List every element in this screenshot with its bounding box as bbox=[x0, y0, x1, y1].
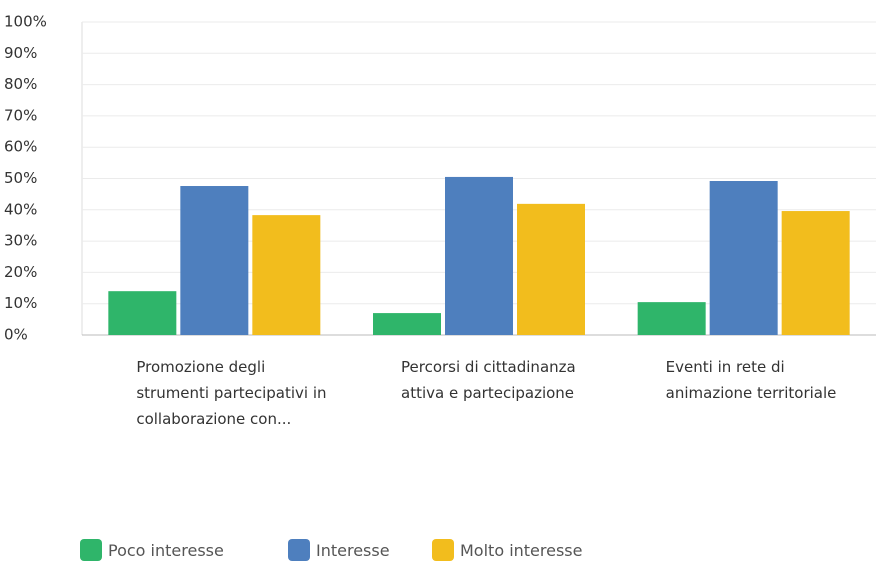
legend-swatch bbox=[432, 539, 454, 561]
bar bbox=[373, 313, 441, 335]
bar bbox=[709, 181, 778, 335]
legend-swatch bbox=[80, 539, 102, 561]
bar bbox=[517, 203, 585, 335]
x-tick-label: Promozione degli strumenti partecipativi… bbox=[136, 358, 327, 428]
y-tick-label: 0% bbox=[4, 326, 28, 344]
bar bbox=[637, 302, 706, 335]
legend-item: Interesse bbox=[288, 538, 390, 562]
legend-label: Molto interesse bbox=[460, 540, 583, 560]
y-tick-label: 90% bbox=[4, 44, 37, 62]
bar bbox=[781, 211, 850, 335]
y-tick-label: 80% bbox=[4, 75, 37, 93]
y-tick-label: 100% bbox=[4, 13, 47, 31]
legend-swatch bbox=[288, 539, 310, 561]
bar bbox=[108, 291, 177, 335]
x-tick-label: Eventi in rete di animazione territorial… bbox=[665, 358, 837, 402]
x-tick-label: Percorsi di cittadinanza attiva e partec… bbox=[401, 358, 576, 402]
bar bbox=[252, 215, 321, 335]
y-tick-label: 70% bbox=[4, 106, 37, 124]
y-tick-label: 30% bbox=[4, 232, 37, 250]
legend-item: Molto interesse bbox=[432, 538, 582, 562]
y-tick-label: 20% bbox=[4, 263, 37, 281]
y-tick-label: 60% bbox=[4, 138, 37, 156]
legend-label: Interesse bbox=[316, 540, 390, 560]
bar bbox=[445, 176, 513, 335]
y-tick-label: 50% bbox=[4, 169, 37, 187]
bar bbox=[180, 186, 249, 335]
y-tick-label: 40% bbox=[4, 200, 37, 218]
legend-item: Poco interesse bbox=[80, 538, 224, 562]
legend-label: Poco interesse bbox=[108, 540, 224, 560]
y-tick-label: 10% bbox=[4, 294, 37, 312]
